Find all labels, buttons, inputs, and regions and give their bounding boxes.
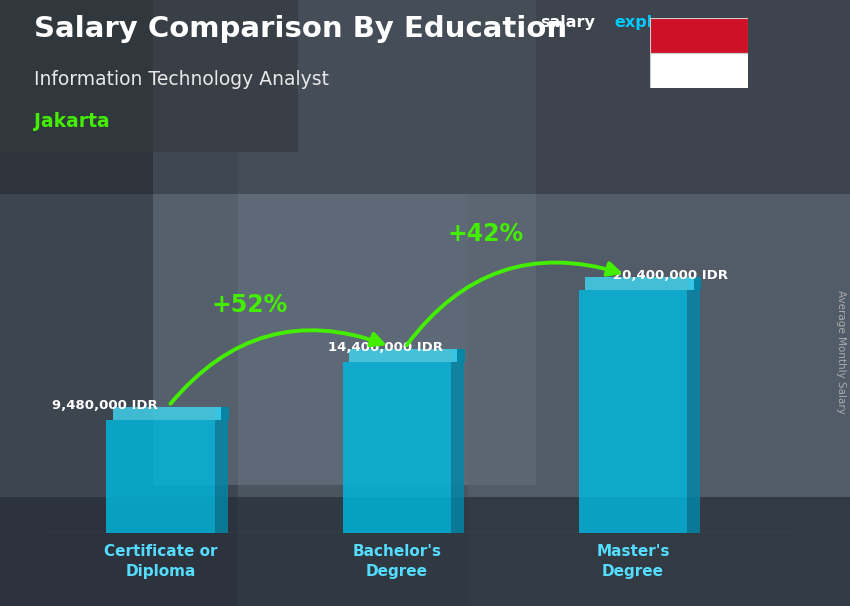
Text: +42%: +42%: [447, 222, 524, 246]
Bar: [349, 348, 457, 362]
Bar: [468, 0, 850, 606]
Text: 20,400,000 IDR: 20,400,000 IDR: [614, 269, 728, 282]
Bar: [688, 277, 701, 290]
Text: explorer.com: explorer.com: [615, 15, 732, 30]
Bar: [650, 18, 748, 53]
Bar: [0, 152, 238, 606]
Bar: [0, 497, 850, 606]
Bar: [452, 348, 465, 362]
Bar: [579, 290, 687, 533]
Text: Information Technology Analyst: Information Technology Analyst: [34, 70, 329, 88]
Text: 9,480,000 IDR: 9,480,000 IDR: [53, 399, 158, 412]
Bar: [451, 362, 464, 533]
Bar: [215, 421, 228, 533]
Bar: [343, 362, 451, 533]
Text: Salary Comparison By Education: Salary Comparison By Education: [34, 15, 567, 43]
Bar: [153, 0, 536, 485]
Bar: [0, 0, 298, 152]
Bar: [113, 407, 221, 421]
Bar: [216, 407, 229, 421]
Text: salary: salary: [540, 15, 595, 30]
Text: 14,400,000 IDR: 14,400,000 IDR: [328, 341, 443, 353]
Bar: [687, 290, 700, 533]
Text: Jakarta: Jakarta: [34, 112, 110, 131]
Bar: [0, 0, 850, 194]
Bar: [650, 53, 748, 88]
Bar: [586, 277, 694, 290]
Text: Average Monthly Salary: Average Monthly Salary: [836, 290, 846, 413]
Text: +52%: +52%: [211, 293, 287, 317]
Bar: [106, 421, 215, 533]
